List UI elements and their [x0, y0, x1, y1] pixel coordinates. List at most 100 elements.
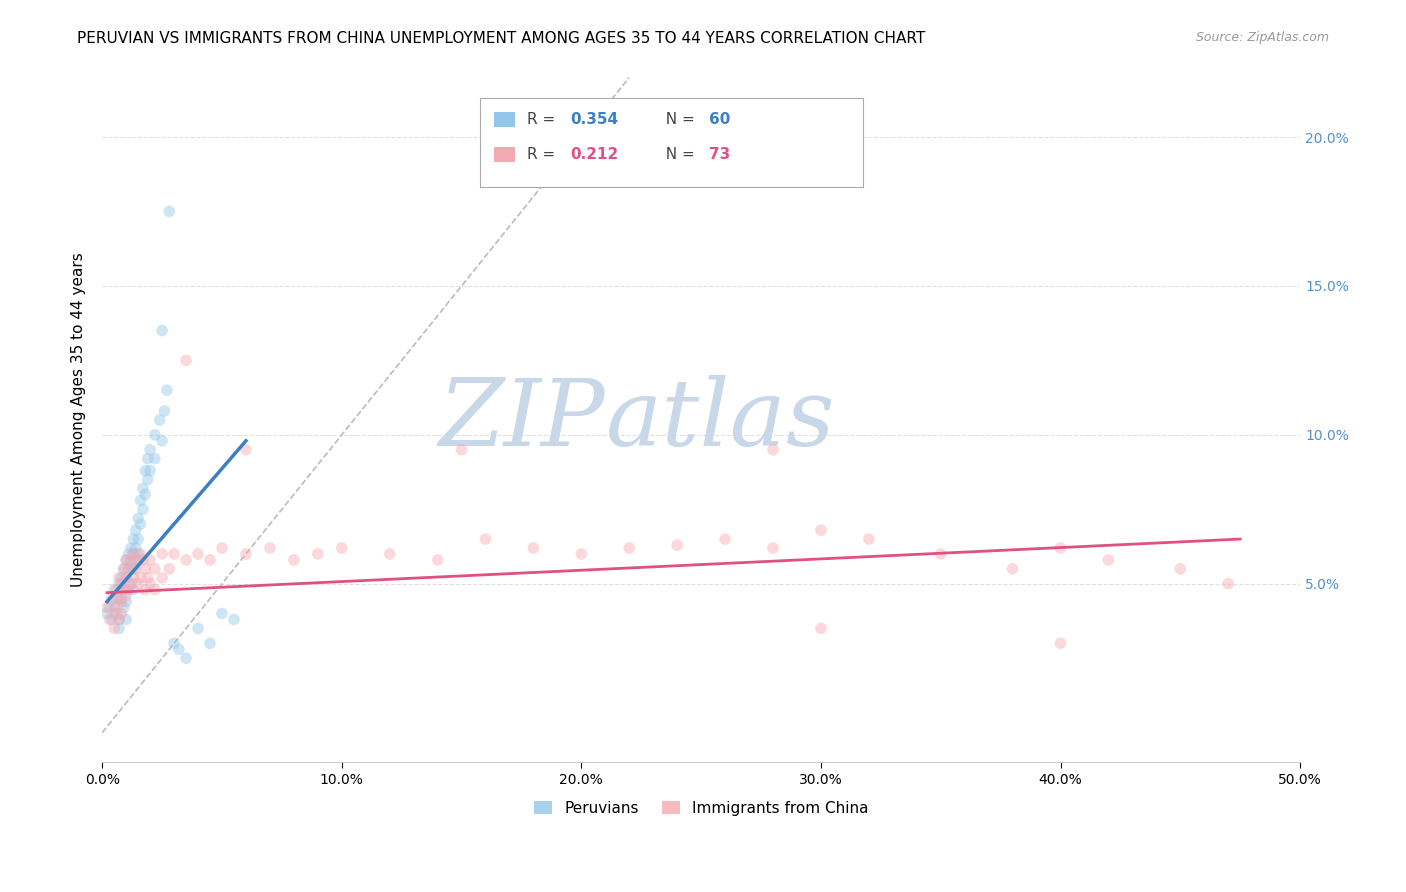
Point [98, 600, 121, 615]
Point [174, 353, 197, 368]
Point [378, 547, 401, 561]
Y-axis label: Unemployment Among Ages 35 to 44 years: Unemployment Among Ages 35 to 44 years [72, 252, 86, 587]
Point [98, 612, 121, 626]
Point [174, 651, 197, 665]
Point [96, 600, 118, 615]
Point [122, 547, 145, 561]
Point [134, 487, 156, 501]
Point [115, 582, 138, 597]
Point [143, 562, 166, 576]
Point [122, 582, 145, 597]
Point [117, 582, 139, 597]
Point [283, 553, 305, 567]
Text: Source: ZipAtlas.com: Source: ZipAtlas.com [1195, 31, 1329, 45]
Point [1049, 636, 1071, 650]
Point [132, 482, 155, 496]
Point [110, 607, 132, 621]
Point [156, 383, 179, 397]
Point [426, 553, 449, 567]
Point [858, 532, 880, 546]
Point [187, 622, 209, 636]
Point [125, 541, 148, 555]
Point [110, 576, 132, 591]
Point [129, 517, 152, 532]
Point [127, 511, 149, 525]
Point [174, 553, 197, 567]
Point [105, 600, 128, 615]
Point [108, 576, 131, 591]
Point [259, 541, 281, 555]
Point [1218, 576, 1240, 591]
Point [117, 562, 139, 576]
Point [132, 502, 155, 516]
Point [235, 547, 257, 561]
Point [714, 532, 737, 546]
Point [125, 523, 148, 537]
Point [112, 562, 135, 576]
Point [103, 622, 125, 636]
Text: PERUVIAN VS IMMIGRANTS FROM CHINA UNEMPLOYMENT AMONG AGES 35 TO 44 YEARS CORRELA: PERUVIAN VS IMMIGRANTS FROM CHINA UNEMPL… [77, 31, 925, 46]
Point [127, 547, 149, 561]
Point [1097, 553, 1119, 567]
Point [108, 571, 131, 585]
Point [810, 523, 832, 537]
Point [101, 591, 124, 606]
Point [96, 607, 118, 621]
Point [110, 582, 132, 597]
Point [115, 589, 138, 603]
Point [117, 547, 139, 561]
Point [150, 547, 173, 561]
Point [157, 562, 180, 576]
Point [1001, 562, 1024, 576]
Point [143, 427, 166, 442]
Point [1049, 541, 1071, 555]
Point [108, 612, 131, 626]
Point [810, 622, 832, 636]
Point [307, 547, 329, 561]
Point [522, 541, 544, 555]
Point [105, 582, 128, 597]
Point [150, 434, 173, 448]
Point [211, 541, 233, 555]
Point [134, 582, 156, 597]
Text: atlas: atlas [606, 375, 835, 465]
Point [108, 612, 131, 626]
Point [117, 562, 139, 576]
Point [101, 612, 124, 626]
Point [198, 636, 221, 650]
FancyBboxPatch shape [494, 112, 515, 128]
Point [139, 553, 162, 567]
FancyBboxPatch shape [479, 98, 863, 187]
Point [929, 547, 952, 561]
Point [666, 538, 689, 552]
Point [108, 622, 131, 636]
Point [198, 553, 221, 567]
Point [115, 553, 138, 567]
Point [143, 582, 166, 597]
Point [134, 562, 156, 576]
Text: 0.212: 0.212 [569, 146, 619, 161]
Point [129, 493, 152, 508]
Point [112, 582, 135, 597]
Point [115, 594, 138, 608]
Point [139, 442, 162, 457]
Point [120, 556, 142, 570]
Point [222, 612, 245, 626]
Point [115, 553, 138, 567]
Point [167, 642, 190, 657]
Point [1168, 562, 1191, 576]
Text: 0.354: 0.354 [569, 112, 619, 128]
Point [129, 571, 152, 585]
Point [762, 442, 785, 457]
Text: R =: R = [527, 146, 565, 161]
Point [127, 576, 149, 591]
Point [139, 464, 162, 478]
Text: ZIP: ZIP [439, 375, 606, 465]
Point [134, 464, 156, 478]
Point [762, 541, 785, 555]
Point [127, 553, 149, 567]
Point [112, 562, 135, 576]
Point [136, 473, 159, 487]
Point [125, 553, 148, 567]
Point [122, 571, 145, 585]
